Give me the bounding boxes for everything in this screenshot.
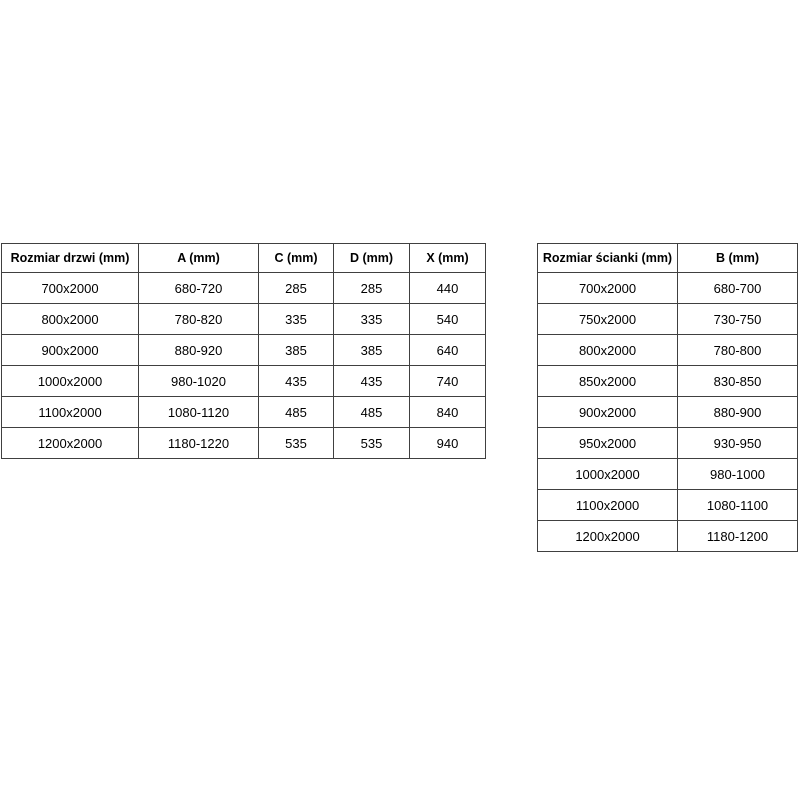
table-cell: 1080-1100 [677,489,798,521]
doors-table-body: 700x2000 680-720 285 285 440 800x2000 780-820 3… [1,272,486,459]
table-cell: 540 [409,303,486,335]
column-header: B (mm) [677,243,798,273]
walls-table-body: 700x2000 680-700 750x2000 730-750 800x2000 78… [537,272,798,552]
column-header: C (mm) [258,243,334,273]
header-row: Rozmiar ścianki (mm) B (mm) [537,243,798,273]
table-row: 1000x2000 980-1020 435 435 740 [1,365,486,397]
table-cell: 1200x2000 [537,520,678,552]
header-row: Rozmiar drzwi (mm) A (mm) C (mm) D (mm) X (m… [1,243,486,273]
table-cell: 680-700 [677,272,798,304]
table-row: 700x2000 680-700 [537,272,798,304]
table-cell: 840 [409,396,486,428]
table-cell: 800x2000 [1,303,139,335]
table-cell: 535 [258,427,334,459]
table-cell: 285 [333,272,410,304]
table-row: 1200x2000 1180-1220 535 535 940 [1,427,486,459]
table-cell: 285 [258,272,334,304]
column-header: A (mm) [138,243,259,273]
table-row: 1100x2000 1080-1100 [537,489,798,521]
table-cell: 980-1000 [677,458,798,490]
table-cell: 900x2000 [537,396,678,428]
table-row: 800x2000 780-820 335 335 540 [1,303,486,335]
table-cell: 740 [409,365,486,397]
table-cell: 1000x2000 [537,458,678,490]
table-cell: 940 [409,427,486,459]
column-header: D (mm) [333,243,410,273]
table-cell: 880-900 [677,396,798,428]
table-cell: 700x2000 [537,272,678,304]
table-cell: 335 [333,303,410,335]
table-cell: 830-850 [677,365,798,397]
table-row: 1000x2000 980-1000 [537,458,798,490]
table-cell: 1100x2000 [537,489,678,521]
table-row: 950x2000 930-950 [537,427,798,459]
table-cell: 780-800 [677,334,798,366]
table-cell: 780-820 [138,303,259,335]
table-cell: 930-950 [677,427,798,459]
table-cell: 440 [409,272,486,304]
table-cell: 850x2000 [537,365,678,397]
table-row: 900x2000 880-900 [537,396,798,428]
column-header: Rozmiar ścianki (mm) [537,243,678,273]
table-row: 1100x2000 1080-1120 485 485 840 [1,396,486,428]
table-cell: 385 [333,334,410,366]
table-cell: 1180-1220 [138,427,259,459]
table-cell: 535 [333,427,410,459]
walls-table-header: Rozmiar ścianki (mm) B (mm) [537,243,798,273]
table-cell: 1200x2000 [1,427,139,459]
table-cell: 950x2000 [537,427,678,459]
doors-dimensions-table: Rozmiar drzwi (mm) A (mm) C (mm) D (mm) X (m… [1,243,486,459]
table-row: 1200x2000 1180-1200 [537,520,798,552]
table-cell: 730-750 [677,303,798,335]
table-cell: 435 [258,365,334,397]
table-row: 800x2000 780-800 [537,334,798,366]
table-cell: 640 [409,334,486,366]
table-cell: 435 [333,365,410,397]
table-row: 750x2000 730-750 [537,303,798,335]
table-cell: 1100x2000 [1,396,139,428]
table-cell: 485 [258,396,334,428]
table-cell: 880-920 [138,334,259,366]
table-cell: 750x2000 [537,303,678,335]
table-cell: 900x2000 [1,334,139,366]
table-cell: 485 [333,396,410,428]
wall-dimensions-table: Rozmiar ścianki (mm) B (mm) 700x2000 680-7… [537,243,798,552]
table-row: 900x2000 880-920 385 385 640 [1,334,486,366]
table-cell: 1000x2000 [1,365,139,397]
doors-table-header: Rozmiar drzwi (mm) A (mm) C (mm) D (mm) X (m… [1,243,486,273]
table-cell: 335 [258,303,334,335]
table-cell: 1080-1120 [138,396,259,428]
table-row: 700x2000 680-720 285 285 440 [1,272,486,304]
table-cell: 980-1020 [138,365,259,397]
table-cell: 1180-1200 [677,520,798,552]
table-cell: 680-720 [138,272,259,304]
column-header: X (mm) [409,243,486,273]
table-row: 850x2000 830-850 [537,365,798,397]
table-cell: 700x2000 [1,272,139,304]
column-header: Rozmiar drzwi (mm) [1,243,139,273]
table-cell: 385 [258,334,334,366]
table-cell: 800x2000 [537,334,678,366]
